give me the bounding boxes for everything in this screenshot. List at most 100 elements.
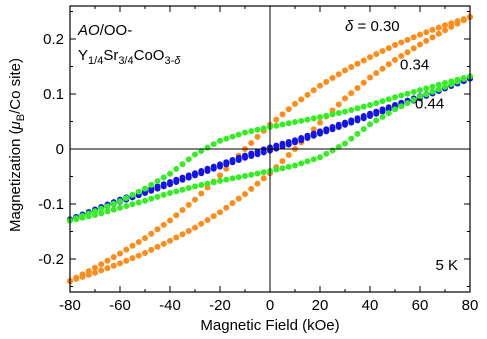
data-point [173,179,180,185]
data-point [398,92,405,99]
data-point [254,126,261,133]
data-point [310,132,317,139]
data-point [223,135,230,142]
data-point [260,125,267,132]
data-point [154,226,161,233]
data-point [317,114,323,121]
data-point [217,177,223,184]
data-point [167,181,173,188]
data-point [98,261,105,268]
data-point [279,158,286,165]
data-point [379,98,386,105]
data-point [142,190,148,196]
data-point [360,79,367,86]
data-point [360,115,367,122]
data-point [117,250,123,257]
data-point [98,205,105,212]
x-tick-label: 0 [266,297,274,314]
data-point [298,117,305,124]
data-point [279,143,286,150]
data-point [398,39,405,46]
data-point [73,275,80,282]
data-point [367,102,373,108]
data-point [304,116,311,123]
data-point [123,203,130,210]
data-point [154,193,161,200]
y-tick-label: -0.2 [38,251,64,268]
data-point [354,60,361,67]
data-point [417,41,423,48]
data-point [342,67,348,74]
data-point [79,214,86,221]
data-point [142,249,148,256]
data-point [285,152,292,159]
y-tick-label: -0.1 [38,196,64,213]
data-point [135,199,142,206]
data-point [217,172,223,179]
sample-formula-part: CoO [134,47,165,64]
data-point [373,117,380,124]
data-point [435,81,442,88]
series-label: δ = 0.30 [345,18,400,35]
data-point [248,139,255,146]
data-point [342,108,348,115]
y-axis-title-sub: B [15,114,27,121]
data-point [273,166,280,173]
data-point [417,31,423,38]
data-point [217,163,223,170]
data-point [417,93,423,100]
sample-label-line1: AO/OO- [77,22,132,39]
data-point [310,156,317,163]
data-point [217,137,223,144]
data-point [185,185,192,192]
sample-formula-part: 3- [164,55,174,67]
data-point [398,53,405,60]
data-point [435,86,442,93]
sample-formula-part: δ [174,55,181,67]
data-point [404,100,411,107]
data-point [248,185,255,192]
data-point [154,178,161,185]
data-point [273,122,280,129]
data-point [229,175,236,182]
data-point [198,220,205,227]
data-point [292,162,298,169]
data-point [373,110,380,117]
data-point [454,78,461,85]
axis-tick-labels: -80 -60 -40 -20 0 20 40 60 80 -0.2 -0.1 0 0.1 0.2 [38,31,478,314]
data-point [185,201,192,208]
data-point [260,175,267,182]
data-point [160,240,167,247]
data-point [104,257,111,264]
data-point [173,188,180,195]
y-axis-title: Magnetization (μB/Co site) [7,58,27,232]
x-tick-label: -80 [59,297,81,314]
data-point [85,213,92,220]
data-point [204,180,211,187]
data-point [229,200,236,207]
data-point [254,133,261,140]
y-axis-title-mu: μ [7,121,24,130]
data-point [348,119,355,126]
data-point [348,64,355,71]
data-point [323,112,330,119]
x-tick-label: -40 [159,297,181,314]
data-point [317,154,323,161]
data-point [110,200,117,207]
data-point [323,128,330,135]
data-point [179,231,186,238]
data-point [135,252,142,259]
data-point [354,130,361,137]
data-point [398,103,405,110]
data-point [248,153,255,160]
data-point [210,179,217,186]
data-point [373,70,380,77]
data-point [367,74,373,81]
data-point [392,42,398,49]
data-point [129,191,136,198]
data-point [379,113,386,120]
data-point [354,84,361,91]
data-point [117,260,123,267]
data-point [342,140,348,147]
data-point [229,159,236,166]
